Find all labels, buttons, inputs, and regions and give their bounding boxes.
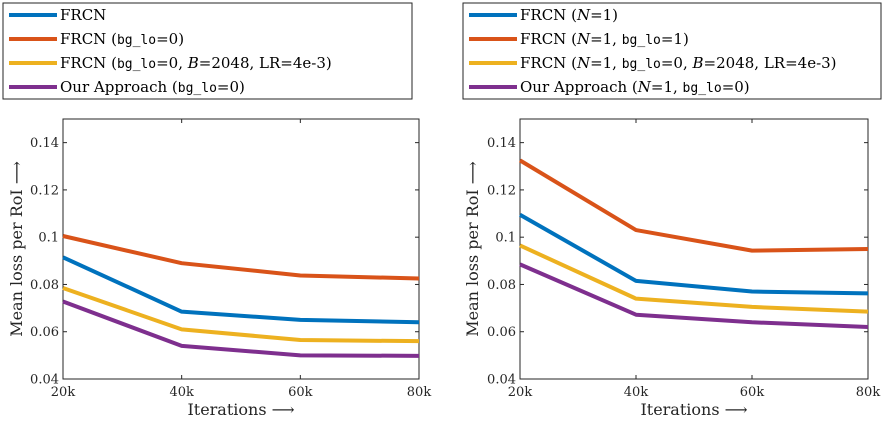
legend-text-segment: =0) [217,78,245,96]
series-line-1 [62,255,420,325]
legend-entry-1: FRCN [60,6,106,24]
x-tick-label: 60k [740,385,765,400]
legend-text-segment: =1) [590,6,618,24]
legend-text-segment: =1) [661,30,689,48]
y-tick-label: 0.1 [38,231,59,246]
x-tick-label: 40k [624,385,649,400]
legend-text-segment: N [576,6,591,24]
y-tick-label: 0.12 [487,183,516,198]
series-line-2 [62,234,420,281]
legend-text-segment: =0, [661,54,693,72]
legend-entry-2: FRCN (bg_lo=0) [60,30,184,48]
legend-text-segment: =1, [590,30,622,48]
y-tick-label: 0.04 [30,373,59,388]
legend-text-segment: bg_lo [622,33,661,48]
legend-text-segment: FRCN ( [60,54,117,72]
legend-text-segment: =0) [722,78,750,96]
y-axis-label: Mean loss per RoI ⟶ [7,161,26,337]
x-tick-label: 60k [288,385,313,400]
series-line-4 [519,262,869,329]
legend-entry-4: Our Approach (bg_lo=0) [60,78,245,96]
legend-text-segment: bg_lo [622,57,661,72]
legend-text-segment: FRCN [60,6,106,24]
legend-box [462,2,882,100]
legend-text-segment: =1, [651,78,683,96]
series-line-4 [62,299,420,358]
legend-text-segment: FRCN ( [520,6,577,24]
legend-text-segment: Our Approach ( [520,78,638,96]
legend-text-segment: bg_lo [683,81,722,96]
legend-entry-3: FRCN (bg_lo=0, B=2048, LR=4e-3) [60,54,332,72]
x-tick-label: 80k [407,385,432,400]
x-tick-label: 80k [856,385,881,400]
chart-panel-2: 0.04 0.06 0.08 0.1 0.12 0.14 20k 40k 60k 80k Itera… [462,2,882,419]
x-tick-label: 20k [51,385,76,400]
x-tick-label: 20k [508,385,533,400]
y-tick-label: 0.1 [495,231,516,246]
y-tick-label: 0.08 [487,278,516,293]
legend-text-segment: bg_lo [178,81,217,96]
legend-box [2,2,413,100]
y-tick-label: 0.08 [30,278,59,293]
y-tick-label: 0.04 [487,373,516,388]
legend-text-segment: =0, [156,54,188,72]
y-tick-label: 0.14 [30,136,59,151]
series-line-3 [62,286,420,344]
legend-text-segment: =1, [590,54,622,72]
y-tick-label: 0.06 [30,325,59,340]
legend-text-segment: Our Approach ( [60,78,178,96]
legend-entry-2: FRCN (N=1, bg_lo=1) [520,30,689,48]
legend-entry-4: Our Approach (N=1, bg_lo=0) [520,78,750,96]
y-tick-label: 0.06 [487,325,516,340]
plot-area-frame [62,118,420,380]
legend-text-segment: bg_lo [117,33,156,48]
legend-text-segment: FRCN ( [60,30,117,48]
legend-text-segment: FRCN ( [520,54,577,72]
y-axis-label: Mean loss per RoI ⟶ [463,161,482,337]
legend-text-segment: N [637,78,652,96]
series-line-1 [519,212,869,296]
legend-text-segment: FRCN ( [520,30,577,48]
y-tick-label: 0.12 [30,183,59,198]
legend-entry-1: FRCN (N=1) [520,6,618,24]
legend-entry-3: FRCN (N=1, bg_lo=0, B=2048, LR=4e-3) [520,54,837,72]
legend-text-segment: B [692,54,704,72]
x-axis-label: Iterations ⟶ [187,400,294,419]
legend-text-segment: bg_lo [117,57,156,72]
legend-text-segment: B [187,54,199,72]
legend-text-segment: =2048, LR=4e-3) [199,54,332,72]
legend-text-segment: N [576,54,591,72]
x-tick-label: 40k [169,385,194,400]
y-tick-label: 0.14 [487,136,516,151]
legend-text-segment: =2048, LR=4e-3) [704,54,837,72]
x-axis-label: Iterations ⟶ [640,400,747,419]
legend-text-segment: =0) [156,30,184,48]
series-line-3 [519,243,869,314]
series-line-2 [518,158,869,253]
legend-text-segment: N [576,30,591,48]
chart-panel-1: 0.04 0.06 0.08 0.1 0.12 0.14 20k 40k 60k 80k Itera… [2,2,432,419]
